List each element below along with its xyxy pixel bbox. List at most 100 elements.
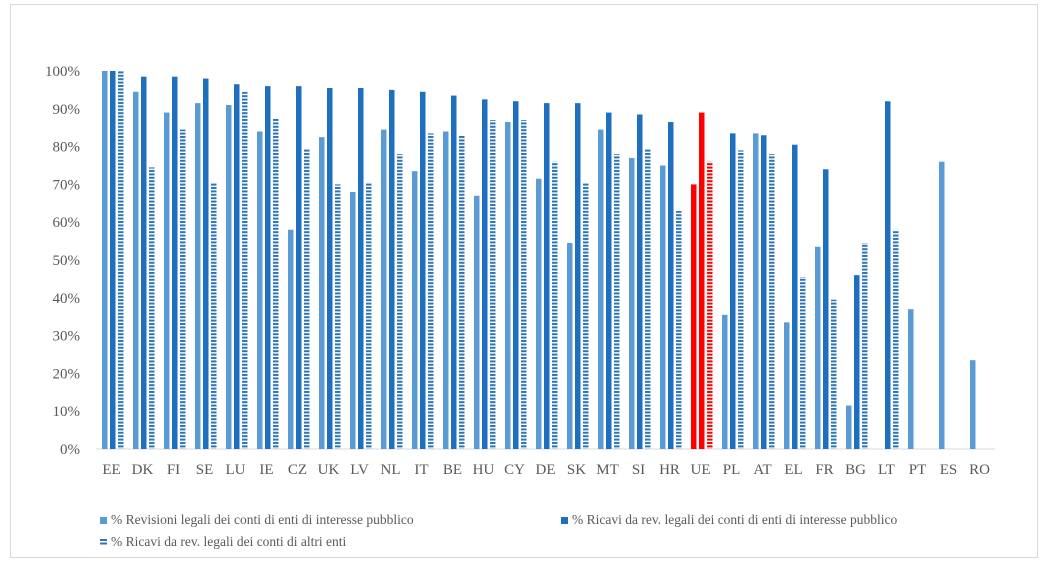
x-category-label: FI xyxy=(167,462,180,478)
bar-hr-series-3 xyxy=(676,210,682,449)
bar-si-series-1 xyxy=(629,157,635,449)
x-category-label: HR xyxy=(659,462,680,478)
x-category-label: HU xyxy=(473,462,495,478)
y-tick-label: 50% xyxy=(53,253,81,269)
bar-hu-series-2 xyxy=(482,99,488,449)
bar-pl-series-3 xyxy=(738,150,744,449)
bar-lu-series-2 xyxy=(234,84,240,449)
bar-bg-series-3 xyxy=(862,242,868,449)
x-category-label: PL xyxy=(723,462,741,478)
legend-item-series-3: % Ricavi da rev. legali dei conti di alt… xyxy=(100,534,346,550)
legend-item-series-2: % Ricavi da rev. legali dei conti di ent… xyxy=(561,512,897,528)
x-category-label: LT xyxy=(878,462,895,478)
bar-be-series-1 xyxy=(443,131,449,450)
bar-de-series-1 xyxy=(536,178,542,450)
x-category-label: AT xyxy=(753,462,771,478)
x-category-label: RO xyxy=(969,462,990,478)
bar-ee-series-1 xyxy=(102,71,108,449)
y-tick-label: 60% xyxy=(53,215,81,231)
bar-se-series-2 xyxy=(203,78,209,449)
bar-ue-series-1 xyxy=(691,184,697,449)
x-category-label: SI xyxy=(632,462,645,478)
bar-lu-series-1 xyxy=(226,105,232,450)
bar-at-series-3 xyxy=(769,154,775,449)
legend-swatch-series-1 xyxy=(100,516,107,524)
bar-cz-series-2 xyxy=(296,86,302,450)
bar-si-series-2 xyxy=(637,114,643,449)
bar-it-series-1 xyxy=(412,171,418,450)
bar-bg-series-2 xyxy=(854,275,860,449)
bar-hr-series-1 xyxy=(660,165,666,449)
bar-se-series-3 xyxy=(211,182,217,449)
legend-label-series-3: % Ricavi da rev. legali dei conti di alt… xyxy=(111,534,347,549)
bar-it-series-2 xyxy=(420,91,426,449)
legend-swatch-series-3 xyxy=(100,538,107,546)
x-category-label: BG xyxy=(845,462,866,478)
x-category-label: EL xyxy=(784,462,802,478)
bar-nl-series-3 xyxy=(397,154,403,449)
bar-uk-series-2 xyxy=(327,88,333,449)
bar-ie-series-1 xyxy=(257,131,263,450)
bar-ee-series-2 xyxy=(110,71,116,449)
bar-el-series-1 xyxy=(784,322,790,449)
y-tick-label: 30% xyxy=(53,329,81,345)
bar-mt-series-3 xyxy=(614,154,620,449)
x-category-label: LV xyxy=(350,462,369,478)
bar-uk-series-1 xyxy=(319,137,325,449)
x-category-label: UK xyxy=(318,462,340,478)
x-category-label: DK xyxy=(132,462,154,478)
bar-hu-series-1 xyxy=(474,195,480,449)
x-category-label: CZ xyxy=(288,462,307,478)
bar-lv-series-1 xyxy=(350,191,356,449)
y-tick-label: 40% xyxy=(53,291,81,307)
bar-de-series-2 xyxy=(544,103,550,449)
x-category-label: SK xyxy=(567,462,586,478)
bar-cy-series-1 xyxy=(505,122,511,449)
bar-ie-series-2 xyxy=(265,86,271,450)
bar-sk-series-2 xyxy=(575,103,581,449)
x-category-label: PT xyxy=(909,462,927,478)
bar-ro-series-1 xyxy=(970,360,976,449)
x-category-label: UE xyxy=(691,462,711,478)
y-tick-label: 90% xyxy=(53,102,81,118)
x-category-label: BE xyxy=(443,462,462,478)
bar-be-series-3 xyxy=(459,135,465,449)
x-category-label: CY xyxy=(504,462,525,478)
bar-fr-series-1 xyxy=(815,246,821,449)
bar-cy-series-3 xyxy=(521,120,527,449)
bar-fi-series-3 xyxy=(180,129,186,449)
legend-label-series-1: % Revisioni legali dei conti di enti di … xyxy=(111,512,414,527)
bar-uk-series-3 xyxy=(335,184,341,449)
bar-dk-series-3 xyxy=(149,167,155,449)
bar-hu-series-3 xyxy=(490,120,496,449)
x-category-label: SE xyxy=(196,462,214,478)
legend-swatch-series-2 xyxy=(561,516,568,524)
bar-es-series-1 xyxy=(939,161,945,449)
bar-at-series-2 xyxy=(761,135,767,449)
y-tick-label: 70% xyxy=(53,177,81,193)
bar-cy-series-2 xyxy=(513,101,519,450)
bar-dk-series-1 xyxy=(133,91,139,449)
bar-mt-series-2 xyxy=(606,112,612,449)
bar-pl-series-1 xyxy=(722,314,728,449)
bar-at-series-1 xyxy=(753,133,759,449)
bar-ue-series-3 xyxy=(707,161,713,449)
bar-cz-series-1 xyxy=(288,229,294,449)
x-category-label: IT xyxy=(414,462,428,478)
bar-fi-series-1 xyxy=(164,112,170,449)
y-tick-label: 0% xyxy=(60,442,80,458)
bar-lt-series-2 xyxy=(885,101,891,450)
legend-label-series-2: % Ricavi da rev. legali dei conti di ent… xyxy=(572,512,898,527)
bar-lt-series-3 xyxy=(893,229,899,449)
bar-cz-series-3 xyxy=(304,148,310,450)
bar-ue-series-2 xyxy=(699,112,705,449)
bar-si-series-3 xyxy=(645,148,651,450)
bar-fr-series-3 xyxy=(831,299,837,449)
bar-fr-series-2 xyxy=(823,169,829,449)
bar-be-series-2 xyxy=(451,95,457,449)
bar-nl-series-1 xyxy=(381,129,387,449)
bar-sk-series-3 xyxy=(583,182,589,449)
x-category-label: LU xyxy=(226,462,246,478)
bar-el-series-2 xyxy=(792,144,798,449)
bar-de-series-3 xyxy=(552,161,558,449)
